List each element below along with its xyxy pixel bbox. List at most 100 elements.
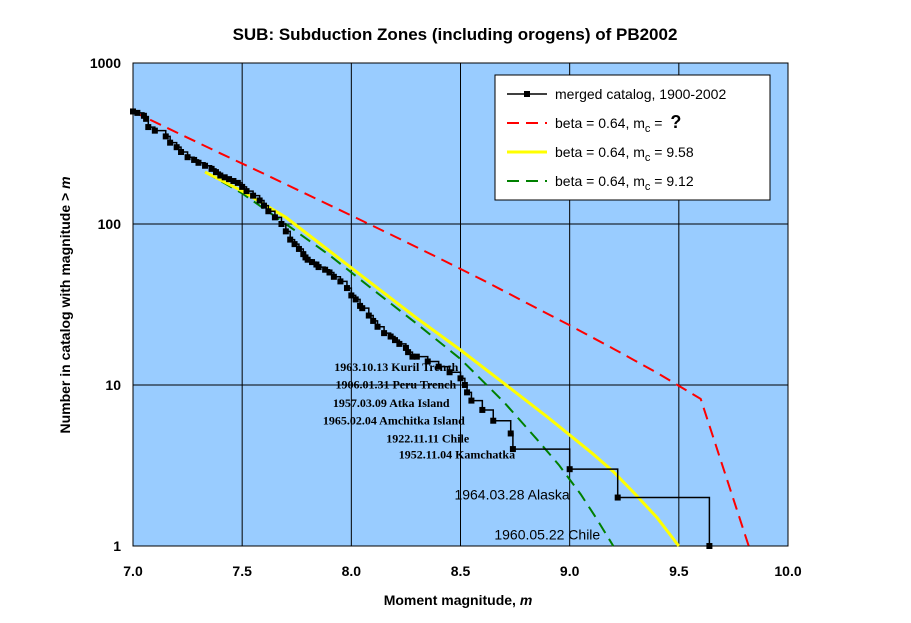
data-point-marker (295, 245, 302, 252)
x-tick-label: 7.0 (123, 563, 143, 579)
data-point-marker (130, 108, 136, 115)
data-point-marker (226, 176, 233, 183)
data-point-marker (184, 154, 191, 161)
data-point-marker (230, 177, 237, 184)
data-point-marker (374, 323, 381, 330)
y-axis-label-var: m (57, 176, 73, 188)
data-point-marker (464, 389, 471, 396)
data-point-marker (359, 305, 366, 312)
data-point-marker (217, 172, 224, 179)
data-point-marker (282, 228, 289, 235)
legend: merged catalog, 1900-2002 beta = 0.64, mc… (494, 74, 771, 201)
data-point-marker (413, 353, 420, 360)
legend-label-3: beta = 0.64, mc = 9.12 (555, 173, 694, 193)
data-point-marker (424, 358, 431, 365)
data-point-marker (271, 214, 278, 221)
annotation-label: 1964.03.28 Alaska (454, 486, 569, 502)
data-point-marker (191, 156, 198, 163)
data-point-marker (287, 236, 294, 243)
y-axis-label: Number in catalog with magnitude > m (57, 176, 73, 433)
x-tick-label: 8.5 (451, 563, 471, 579)
data-point-marker (461, 382, 468, 388)
data-point-marker (352, 296, 359, 303)
annotation-label: 1922.11.11 Chile (386, 431, 470, 445)
x-axis-label-text: Moment magnitude, (384, 592, 520, 608)
data-point-marker (326, 269, 333, 276)
data-point-marker (435, 363, 442, 370)
data-point-marker (221, 174, 228, 181)
data-point-marker (261, 202, 267, 209)
data-point-marker (337, 278, 344, 285)
x-tick-label: 10.0 (774, 563, 801, 579)
x-tick-label: 9.0 (560, 563, 580, 579)
annotation-label: 1963.10.13 Kuril Trench (334, 360, 458, 374)
y-tick-label: 10 (105, 377, 121, 393)
data-point-marker (392, 337, 398, 344)
data-point-marker (370, 317, 377, 324)
data-point-marker (507, 430, 514, 437)
data-point-marker (365, 312, 372, 319)
data-point-marker (304, 256, 311, 263)
data-point-marker (239, 183, 246, 190)
data-point-marker (143, 115, 150, 122)
data-point-marker (208, 165, 215, 172)
annotation-label: 1965.02.04 Amchitka Island (323, 413, 465, 427)
data-point-marker (167, 139, 174, 146)
data-point-marker (256, 197, 263, 204)
data-point-marker (614, 494, 621, 501)
data-point-marker (134, 109, 141, 116)
data-point-marker (396, 340, 403, 347)
annotation-label: 1952.11.04 Kamchatka (399, 447, 515, 461)
data-point-marker (479, 406, 486, 413)
x-tick-label: 9.5 (669, 563, 689, 579)
data-point-marker (300, 251, 307, 258)
data-point-marker (250, 192, 257, 199)
data-point-marker (706, 543, 713, 549)
y-tick-labels: 1 10 100 1000 (90, 55, 121, 554)
x-tick-labels: 7.0 7.5 8.0 8.5 9.0 9.5 10.0 (123, 563, 802, 579)
data-point-marker (566, 466, 573, 473)
data-point-marker (457, 375, 464, 382)
data-point-marker (202, 162, 209, 169)
data-point-marker (490, 417, 497, 424)
data-point-marker (468, 397, 475, 404)
data-point-marker (243, 188, 250, 195)
data-point-marker (405, 349, 412, 356)
data-point-marker (145, 124, 152, 131)
data-point-marker (173, 144, 180, 151)
data-point-marker (212, 169, 219, 176)
series-layer (130, 108, 750, 549)
annotation-label: 1906.01.31 Peru Trench (335, 378, 456, 392)
x-axis-label: Moment magnitude, m (384, 592, 533, 608)
x-tick-label: 8.0 (342, 563, 362, 579)
legend-marker (524, 91, 530, 97)
annotation-label: 1957.03.09 Atka Island (333, 396, 450, 410)
legend-label-0: merged catalog, 1900-2002 (555, 86, 726, 102)
legend-box (494, 74, 771, 201)
y-tick-label: 100 (98, 216, 122, 232)
data-point-marker (151, 127, 158, 134)
data-point-marker (402, 344, 409, 351)
legend-label-1: beta = 0.64, mc = ? (555, 112, 681, 135)
series-line-2 (204, 170, 680, 547)
data-point-marker (387, 333, 394, 340)
data-point-marker (409, 353, 416, 360)
data-point-marker (162, 133, 169, 140)
data-point-marker (178, 149, 185, 156)
data-point-marker (309, 259, 316, 266)
data-point-marker (278, 221, 285, 227)
chart-title: SUB: Subduction Zones (including orogens… (233, 25, 678, 44)
data-point-marker (234, 179, 241, 186)
y-axis-label-text: Number in catalog with magnitude > (57, 189, 73, 434)
x-tick-label: 7.5 (232, 563, 252, 579)
data-point-marker (446, 369, 453, 376)
data-point-marker (381, 330, 388, 337)
data-point-marker (343, 285, 350, 292)
annotation-label: 1960.05.22 Chile (494, 526, 600, 542)
legend-label-2: beta = 0.64, mc = 9.58 (555, 144, 694, 164)
x-axis-label-var: m (520, 592, 532, 608)
data-point-marker (348, 292, 355, 299)
data-point-marker (315, 264, 322, 271)
y-tick-label: 1000 (90, 55, 121, 71)
